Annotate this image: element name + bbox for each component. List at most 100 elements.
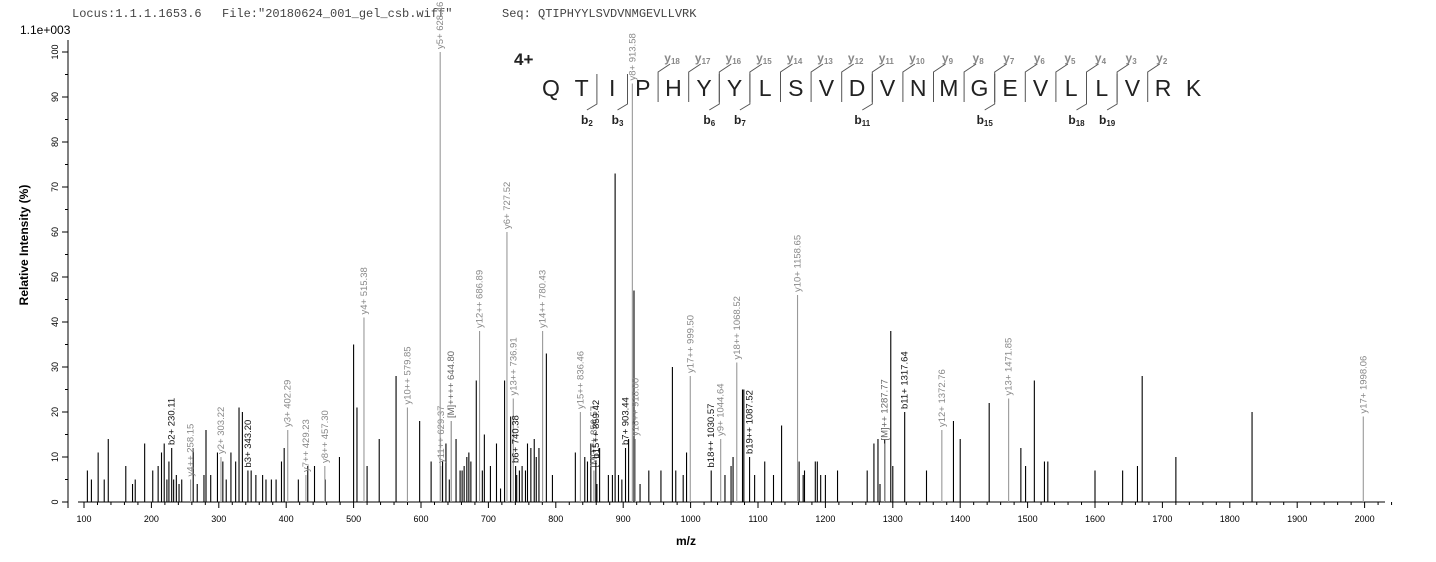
b-ion-marker	[984, 74, 996, 111]
sequence-residue: Y	[696, 75, 711, 101]
peak-label: b19++ 1087.52	[745, 390, 756, 454]
peak-label: [M]++ 1287.77	[880, 379, 891, 440]
peak-label: y17++ 999.50	[685, 315, 696, 373]
y-max-label: 1.1e+003	[20, 23, 71, 37]
y-ion-label: y4	[1095, 51, 1107, 66]
y-ion-marker	[780, 63, 793, 102]
sequence-residue: Q	[542, 75, 560, 101]
y-ion-marker	[810, 63, 824, 102]
b-ion-marker	[862, 74, 873, 111]
sequence-residue: M	[939, 75, 958, 101]
peak-label: b3+ 343.20	[243, 420, 254, 468]
y-ion-label: y14	[787, 51, 803, 66]
y-ion-label: y8	[973, 51, 985, 66]
sequence-residue: H	[665, 75, 682, 101]
peak-label: y14++ 780.43	[538, 270, 549, 328]
peak-label: y10+ 1158.65	[793, 235, 804, 292]
sequence-residue: R	[1155, 75, 1172, 101]
b-ion-marker	[709, 74, 720, 111]
b-ion-label: b18	[1068, 113, 1085, 128]
y-tick-label: 10	[50, 452, 60, 462]
x-tick-label: 1900	[1287, 514, 1307, 524]
peak-label: y11++ 629.37	[436, 406, 447, 463]
b-ion-marker	[586, 74, 598, 111]
peak-label: y7++ 429.23	[301, 419, 312, 472]
sequence-residue: V	[1033, 75, 1049, 101]
y-tick-label: 60	[50, 227, 60, 237]
sequence-residue: N	[910, 75, 927, 101]
y-ion-label: y17	[695, 51, 711, 66]
peak-label: y13+ 1471.85	[1004, 338, 1015, 396]
x-tick-label: 200	[144, 514, 159, 524]
y-ion-marker	[688, 63, 701, 102]
b-ion-marker	[1106, 74, 1118, 111]
locus-label: Locus:1.1.1.1653.6	[72, 7, 202, 21]
y-ion-label: y6	[1034, 51, 1046, 66]
peak-label: y4++ 258.15	[186, 424, 197, 477]
x-tick-label: 400	[279, 514, 294, 524]
x-tick-label: 1000	[681, 514, 701, 524]
sequence-residue: L	[1065, 75, 1078, 101]
peak-label: y13++ 736.91	[508, 337, 519, 395]
x-tick-label: 2000	[1355, 514, 1375, 524]
y-ion-label: y11	[879, 51, 895, 66]
y-ion-label: y9	[942, 51, 954, 66]
peak-label: y12++ 686.89	[475, 270, 486, 328]
x-tick-label: 1200	[815, 514, 835, 524]
y-ion-marker	[902, 63, 916, 102]
x-tick-label: 100	[76, 514, 91, 524]
y-tick-label: 70	[50, 182, 60, 192]
y-ion-label: y13	[817, 51, 833, 66]
sequence-residue: V	[1125, 75, 1141, 101]
sequence-residue: P	[635, 75, 650, 101]
peak-label: [M]++++ 644.80	[446, 351, 457, 418]
sequence-residue: V	[880, 75, 896, 101]
charge-state: 4+	[514, 50, 534, 69]
y-tick-label: 0	[50, 499, 60, 504]
peak-label: y17+ 1998.06	[1358, 356, 1369, 414]
y-tick-label: 80	[50, 137, 60, 147]
y-ion-marker	[1055, 63, 1069, 102]
peak-label: y5+ 628.46	[435, 2, 446, 49]
peak-label: b2+ 230.11	[167, 398, 178, 445]
x-tick-label: 1400	[950, 514, 970, 524]
y-ion-marker	[841, 63, 854, 102]
peak-label: y15++ 836.46	[575, 351, 586, 409]
peak-label: y16++ 918.00	[630, 378, 641, 436]
b-ion-marker	[617, 74, 628, 111]
y-tick-label: 50	[50, 272, 60, 282]
x-tick-label: 1100	[748, 514, 767, 524]
y-tick-label: 100	[50, 44, 60, 59]
sequence-residue: L	[759, 75, 772, 101]
sequence-residue: G	[970, 75, 988, 101]
b-ion-label: b7	[734, 113, 746, 128]
sequence-label: Seq: QTIPHYYLSVDVNMGEVLLVRK	[502, 7, 697, 21]
y-ion-label: y2	[1156, 51, 1168, 66]
x-tick-label: 1700	[1152, 514, 1172, 524]
x-tick-label: 800	[548, 514, 563, 524]
b-ion-label: b11	[854, 113, 870, 128]
x-tick-label: 600	[413, 514, 428, 524]
peak-label: b6+ 740.38	[511, 415, 522, 463]
peak-label: y2+ 303.22	[216, 407, 227, 454]
peak-label: y12+ 1372.76	[937, 369, 948, 427]
y-ion-label: y10	[909, 51, 925, 66]
peak-label: y3+ 402.29	[283, 380, 294, 427]
sequence-residue: T	[575, 75, 589, 101]
peak-label: b11+ 1317.64	[900, 351, 911, 409]
peak-label: y10++ 579.85	[402, 346, 413, 404]
peak-label: y6+ 727.52	[502, 182, 513, 229]
x-tick-label: 300	[211, 514, 226, 524]
y-ion-marker	[963, 63, 977, 102]
sequence-residue: I	[609, 75, 615, 101]
sequence-residue: V	[819, 75, 835, 101]
peak-label: b18++ 1030.57	[706, 404, 717, 468]
sequence-residue: Y	[727, 75, 742, 101]
y-ion-label: y3	[1126, 51, 1138, 66]
b-ion-label: b2	[581, 113, 593, 128]
y-tick-label: 30	[50, 362, 60, 372]
x-tick-label: 900	[616, 514, 631, 524]
b-ion-label: b3	[612, 113, 624, 128]
y-ion-label: y18	[664, 51, 680, 66]
sequence-residue: K	[1186, 75, 1202, 101]
